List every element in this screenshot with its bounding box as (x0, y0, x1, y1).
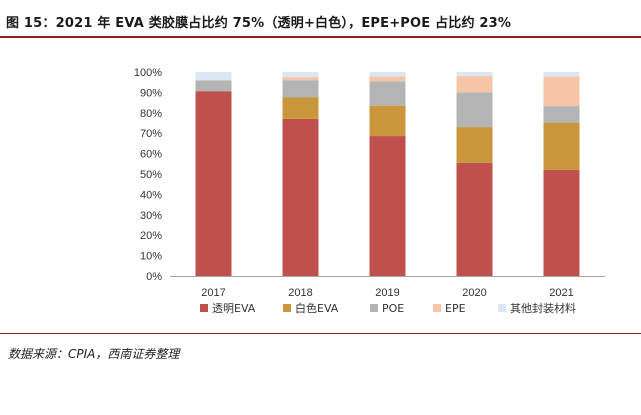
legend-swatch (283, 304, 291, 312)
source-divider (0, 333, 641, 334)
bar-segment (543, 72, 580, 77)
legend-swatch (370, 304, 378, 312)
y-tick-label: 60% (140, 149, 162, 161)
legend: 透明EVA 白色EVA POE EPE 其他封装材料 (200, 301, 576, 315)
bar-segment (369, 72, 406, 77)
title-divider (0, 36, 641, 38)
stacked-bar-chart: 100%90%80%70%60%50%40%30%20%10%0% 2017 20… (134, 67, 605, 315)
bar-segment (456, 76, 493, 93)
y-tick-label: 90% (140, 87, 162, 99)
bar-segment (369, 76, 406, 82)
figure-title: 图 15：2021 年 EVA 类胶膜占比约 75%（透明+白色），EPE+PO… (6, 16, 512, 31)
bar-segment (195, 72, 232, 81)
legend-label: POE (382, 302, 404, 315)
y-tick-label: 30% (140, 210, 162, 222)
y-tick-label: 0% (146, 271, 162, 283)
bars-group (195, 72, 580, 276)
bar-segment (456, 92, 493, 128)
bar-segment (369, 81, 406, 106)
legend-swatch (433, 304, 441, 312)
y-tick-label: 70% (140, 128, 162, 140)
bar-segment (543, 169, 580, 276)
bar-segment (369, 136, 406, 276)
y-axis: 100% 90% 80% 70% 60% 50% 40% 30% 20% 10% 0% (134, 67, 162, 283)
x-tick-label: 2017 (201, 287, 225, 299)
y-tick-label: 80% (140, 108, 162, 120)
legend-label: EPE (445, 302, 466, 315)
x-axis: 2017 2018 2019 2020 2021 (170, 276, 605, 299)
legend-label: 白色EVA (295, 301, 339, 315)
bar-segment (282, 72, 319, 78)
bar-segment (456, 72, 493, 77)
bar-segment (282, 97, 319, 119)
legend-label: 其他封装材料 (510, 301, 576, 315)
bar-segment (369, 105, 406, 137)
bar-segment (456, 162, 493, 276)
bar-segment (195, 80, 232, 92)
x-tick-label: 2018 (288, 287, 312, 299)
bar-segment (282, 118, 319, 276)
legend-label: 透明EVA (212, 302, 256, 315)
source-note: 数据来源：CPIA，西南证券整理 (8, 347, 180, 361)
bar-segment (195, 91, 232, 276)
x-tick-label: 2021 (549, 287, 573, 299)
bar-segment (282, 77, 319, 81)
x-tick-label: 2020 (462, 287, 486, 299)
bar-segment (543, 106, 580, 123)
y-tick-label: 10% (140, 251, 162, 263)
y-tick-label: 100% (134, 67, 162, 79)
bar-segment (456, 127, 493, 163)
y-tick-label: 50% (140, 169, 162, 181)
y-tick-label: 40% (140, 189, 162, 201)
bar-segment (282, 80, 319, 98)
x-tick-label: 2019 (375, 287, 399, 299)
legend-swatch (200, 304, 208, 312)
y-tick-label: 20% (140, 230, 162, 242)
bar-segment (543, 123, 580, 170)
bar-segment (543, 76, 580, 107)
legend-swatch (498, 304, 506, 312)
